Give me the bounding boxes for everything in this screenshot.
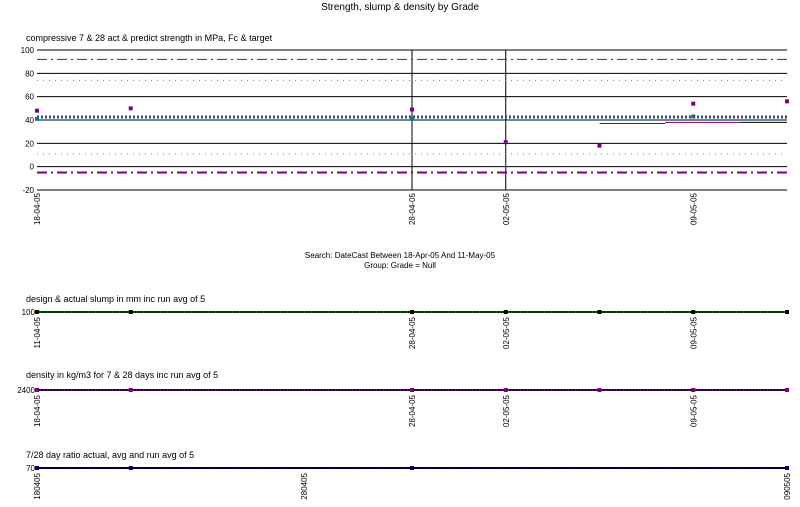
data-point <box>35 310 39 314</box>
data-point <box>503 388 508 392</box>
x-tick-label: 02-05-05 <box>502 316 511 349</box>
data-point <box>410 116 414 121</box>
data-point <box>35 388 39 392</box>
slump-chart-title: design & actual slump in mm inc run avg … <box>26 294 206 304</box>
data-point <box>691 310 696 314</box>
page-title: Strength, slump & density by Grade <box>321 2 479 13</box>
x-tick-label: 09-05-05 <box>689 192 698 225</box>
y-tick-label: -20 <box>22 186 34 195</box>
y-tick-label: 20 <box>25 139 34 148</box>
x-tick-label: 28-04-05 <box>408 316 417 349</box>
x-tick-label: 18-04-05 <box>33 394 42 427</box>
data-point <box>597 143 602 148</box>
search-caption: Search: DateCast Between 18-Apr-05 And 1… <box>304 251 496 260</box>
data-point <box>35 116 39 121</box>
data-point <box>35 466 39 470</box>
data-point <box>785 99 789 104</box>
data-point <box>35 108 39 113</box>
density-chart-title: density in kg/m3 for 7 & 28 days inc run… <box>26 370 219 380</box>
x-tick-label: 02-05-05 <box>502 394 511 427</box>
y-tick-label: 100 <box>21 46 35 55</box>
data-point <box>128 388 133 392</box>
y-tick-label: 70 <box>26 464 35 473</box>
y-tick-label: 80 <box>25 69 34 78</box>
data-point <box>410 310 414 314</box>
y-tick-label: 2400 <box>17 386 35 395</box>
y-tick-label: 0 <box>30 163 35 172</box>
data-point <box>128 310 133 314</box>
data-point <box>128 466 133 470</box>
strength-chart-title: compressive 7 & 28 act & predict strengt… <box>26 33 273 43</box>
group-caption: Group: Grade = Null <box>364 261 436 270</box>
y-tick-label: 100 <box>22 308 36 317</box>
data-point <box>785 466 789 470</box>
data-point <box>410 466 414 470</box>
data-point <box>597 310 602 314</box>
data-point <box>691 101 696 106</box>
x-tick-label: 28-04-05 <box>408 394 417 427</box>
data-point <box>785 310 789 314</box>
x-tick-label: 180405 <box>33 472 42 499</box>
data-point <box>503 140 508 145</box>
x-tick-label: 11-04-05 <box>33 316 42 348</box>
x-tick-label: 090505 <box>783 472 792 499</box>
data-point <box>785 388 789 392</box>
data-point <box>410 388 414 392</box>
y-tick-label: 60 <box>25 93 34 102</box>
x-tick-label: 09-05-05 <box>689 394 698 427</box>
x-tick-label: 28-04-05 <box>408 192 417 225</box>
x-tick-label: 09-05-05 <box>689 316 698 349</box>
data-point <box>597 388 602 392</box>
x-tick-label: 18-04-05 <box>33 192 42 225</box>
data-point <box>503 310 508 314</box>
data-point <box>128 106 133 111</box>
x-tick-label: 280405 <box>300 472 309 499</box>
x-tick-label: 02-05-05 <box>502 192 511 225</box>
ratio-chart-title: 7/28 day ratio actual, avg and run avg o… <box>26 450 195 460</box>
data-point <box>410 107 414 112</box>
data-point <box>691 388 696 392</box>
y-tick-label: 40 <box>25 116 34 125</box>
